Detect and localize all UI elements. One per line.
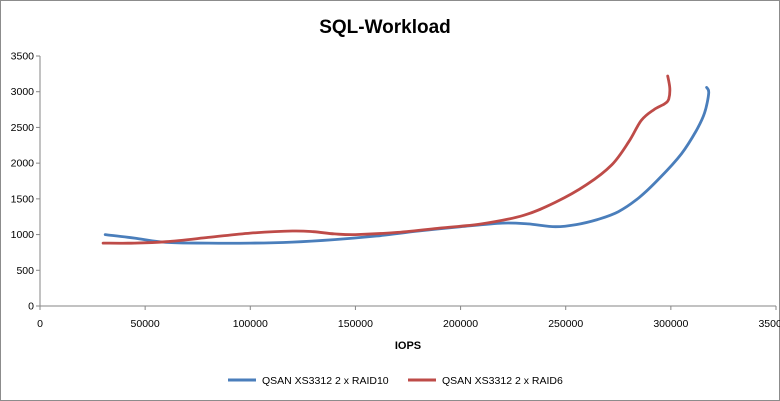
legend-item-2: QSAN XS3312 2 x RAID6: [408, 375, 563, 387]
x-tick-label: 100000: [233, 318, 268, 330]
legend-label: QSAN XS3312 2 x RAID10: [262, 375, 389, 387]
series-lines: [101, 74, 711, 245]
x-tick-label: 300000: [653, 318, 688, 330]
x-tick-label: 200000: [443, 318, 478, 330]
x-tick-label: 0: [37, 318, 43, 330]
y-tick-label: 2500: [11, 122, 35, 134]
legend-item-1: QSAN XS3312 2 x RAID10: [228, 375, 389, 387]
legend-label: QSAN XS3312 2 x RAID6: [442, 375, 563, 387]
y-tick-label: 3500: [11, 51, 35, 63]
y-tick-label: 1500: [11, 193, 35, 205]
y-tick-label: 2000: [11, 158, 35, 170]
legend: QSAN XS3312 2 x RAID10 QSAN XS3312 2 x RA…: [228, 375, 563, 387]
x-tick-label: 350000: [758, 318, 780, 330]
y-tick-label: 0: [28, 301, 34, 313]
y-tick-label: 3000: [11, 86, 35, 98]
x-ticks: 0 50000 100000 150000 200000 250000 300000 3500…: [37, 306, 780, 330]
x-axis-title: IOPS: [395, 340, 421, 352]
y-tick-label: 1000: [11, 229, 35, 241]
x-tick-label: 50000: [131, 318, 160, 330]
axes: [39, 56, 776, 307]
series-line-1: [103, 86, 711, 245]
y-ticks: 0 500 1000 1500 2000 2500 3000 3500: [11, 51, 40, 313]
series-line-2: [101, 74, 672, 245]
x-tick-label: 150000: [338, 318, 373, 330]
y-tick-label: 500: [16, 265, 34, 277]
chart-title: SQL-Workload: [319, 17, 451, 38]
x-tick-label: 250000: [548, 318, 583, 330]
